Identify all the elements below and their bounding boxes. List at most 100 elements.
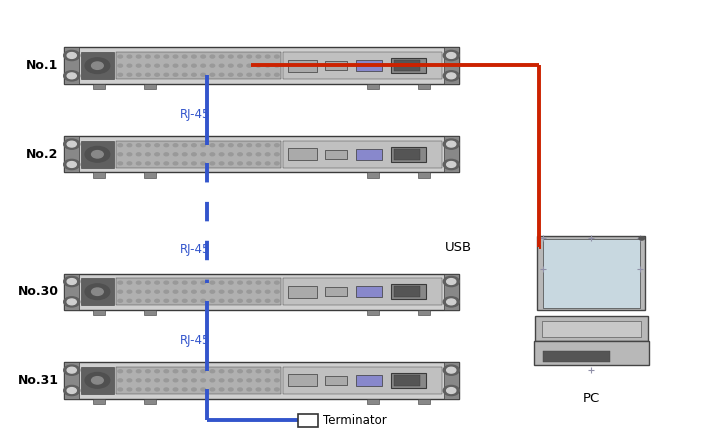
Circle shape xyxy=(247,299,252,302)
Bar xyxy=(116,52,282,79)
Circle shape xyxy=(210,281,215,284)
Circle shape xyxy=(67,279,76,285)
Circle shape xyxy=(64,297,80,307)
Circle shape xyxy=(443,365,459,375)
Circle shape xyxy=(256,290,261,293)
Circle shape xyxy=(201,55,205,58)
Circle shape xyxy=(64,277,80,287)
Circle shape xyxy=(201,153,205,156)
Circle shape xyxy=(256,144,261,147)
Circle shape xyxy=(247,55,252,58)
Circle shape xyxy=(201,388,205,391)
Circle shape xyxy=(191,55,196,58)
Bar xyxy=(93,310,105,315)
Circle shape xyxy=(275,162,279,165)
Circle shape xyxy=(118,153,123,156)
Circle shape xyxy=(173,153,178,156)
Text: RJ-45: RJ-45 xyxy=(179,334,210,347)
Circle shape xyxy=(85,372,110,388)
Circle shape xyxy=(247,290,252,293)
Bar xyxy=(325,149,347,159)
Bar xyxy=(444,47,458,84)
Circle shape xyxy=(164,162,168,165)
Circle shape xyxy=(447,73,456,79)
Circle shape xyxy=(210,55,215,58)
Circle shape xyxy=(146,73,150,76)
Circle shape xyxy=(443,297,459,307)
Circle shape xyxy=(219,162,224,165)
Circle shape xyxy=(164,281,168,284)
Circle shape xyxy=(146,281,150,284)
Circle shape xyxy=(275,388,279,391)
Bar xyxy=(64,362,79,399)
Bar xyxy=(535,316,648,341)
Circle shape xyxy=(164,299,168,302)
Bar xyxy=(367,310,379,315)
Circle shape xyxy=(247,388,252,391)
Circle shape xyxy=(64,365,80,375)
Bar xyxy=(356,149,381,160)
Circle shape xyxy=(266,281,270,284)
Circle shape xyxy=(64,385,80,396)
Circle shape xyxy=(229,379,233,382)
Circle shape xyxy=(92,62,103,70)
Bar xyxy=(394,60,421,71)
Circle shape xyxy=(229,55,233,58)
Circle shape xyxy=(146,153,150,156)
Circle shape xyxy=(64,50,80,61)
Circle shape xyxy=(219,370,224,373)
Circle shape xyxy=(238,153,243,156)
Circle shape xyxy=(118,144,123,147)
Bar xyxy=(444,362,458,399)
Circle shape xyxy=(191,73,196,76)
Circle shape xyxy=(210,162,215,165)
Bar xyxy=(283,140,442,168)
Bar xyxy=(325,61,347,70)
Circle shape xyxy=(64,71,80,81)
Circle shape xyxy=(238,370,243,373)
Circle shape xyxy=(191,388,196,391)
Circle shape xyxy=(266,64,270,67)
Bar xyxy=(283,52,442,79)
Circle shape xyxy=(182,144,187,147)
Circle shape xyxy=(219,290,224,293)
Circle shape xyxy=(229,153,233,156)
Bar xyxy=(391,284,426,299)
Circle shape xyxy=(182,64,187,67)
Circle shape xyxy=(127,153,132,156)
Bar xyxy=(93,173,105,178)
Circle shape xyxy=(164,388,168,391)
Circle shape xyxy=(443,159,459,169)
Bar xyxy=(542,321,641,338)
Circle shape xyxy=(219,55,224,58)
Circle shape xyxy=(146,388,150,391)
Circle shape xyxy=(127,144,132,147)
Circle shape xyxy=(247,379,252,382)
Circle shape xyxy=(447,279,456,285)
Circle shape xyxy=(191,290,196,293)
Circle shape xyxy=(256,64,261,67)
Circle shape xyxy=(275,153,279,156)
Circle shape xyxy=(238,290,243,293)
Bar xyxy=(534,341,648,365)
Circle shape xyxy=(137,388,141,391)
Circle shape xyxy=(67,367,76,373)
Circle shape xyxy=(155,388,159,391)
Circle shape xyxy=(127,290,132,293)
Circle shape xyxy=(164,290,168,293)
Circle shape xyxy=(164,370,168,373)
Circle shape xyxy=(229,64,233,67)
Circle shape xyxy=(238,73,243,76)
Circle shape xyxy=(155,162,159,165)
Circle shape xyxy=(155,299,159,302)
Circle shape xyxy=(238,379,243,382)
Circle shape xyxy=(443,277,459,287)
Circle shape xyxy=(164,55,168,58)
Circle shape xyxy=(182,153,187,156)
Circle shape xyxy=(201,281,205,284)
Circle shape xyxy=(210,379,215,382)
Circle shape xyxy=(201,162,205,165)
Text: RJ-45: RJ-45 xyxy=(179,243,210,256)
Circle shape xyxy=(118,290,123,293)
Bar xyxy=(394,286,421,297)
